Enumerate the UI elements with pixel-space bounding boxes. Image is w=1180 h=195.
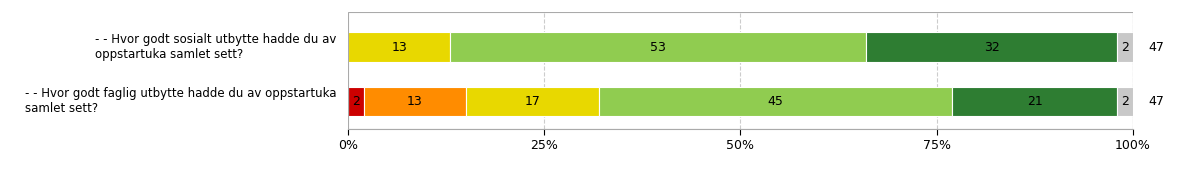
Bar xyxy=(866,32,1117,62)
Text: 45: 45 xyxy=(768,95,784,108)
Text: - - Hvor godt sosialt utbytte hadde du av
oppstartuka samlet sett?: - - Hvor godt sosialt utbytte hadde du a… xyxy=(94,33,336,61)
Text: 53: 53 xyxy=(650,41,666,54)
Text: 32: 32 xyxy=(984,41,999,54)
Bar xyxy=(466,87,599,116)
Text: 13: 13 xyxy=(392,41,407,54)
Bar xyxy=(1117,32,1133,62)
Text: - - Hvor godt faglig utbytte hadde du av oppstartuka
samlet sett?: - - Hvor godt faglig utbytte hadde du av… xyxy=(25,88,336,115)
Text: 2: 2 xyxy=(1121,95,1129,108)
Text: 2: 2 xyxy=(352,95,360,108)
Text: 47: 47 xyxy=(1148,41,1165,54)
Text: 21: 21 xyxy=(1027,95,1043,108)
Text: 47: 47 xyxy=(1148,95,1165,108)
Bar xyxy=(363,87,466,116)
Text: 17: 17 xyxy=(525,95,540,108)
Bar xyxy=(348,87,363,116)
Bar xyxy=(1117,87,1133,116)
Text: 13: 13 xyxy=(407,95,422,108)
Bar xyxy=(952,87,1117,116)
Bar xyxy=(599,87,952,116)
Bar xyxy=(450,32,866,62)
Text: 2: 2 xyxy=(1121,41,1129,54)
Bar xyxy=(348,32,450,62)
